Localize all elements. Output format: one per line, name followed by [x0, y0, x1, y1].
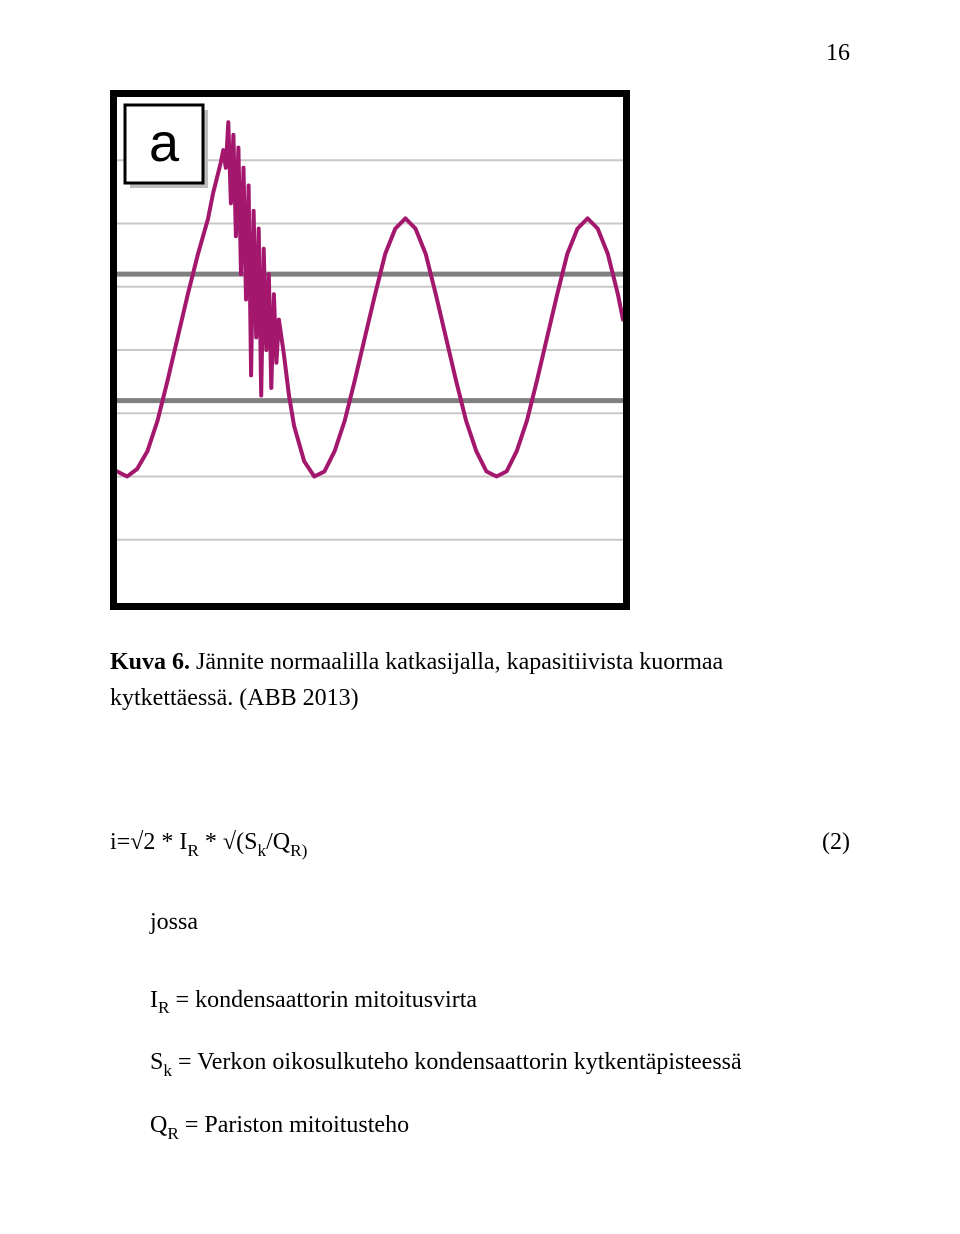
- eq-times2: *: [199, 829, 223, 855]
- def-Sk-sym: S: [150, 1049, 163, 1075]
- def-IR-sub: R: [158, 998, 170, 1017]
- eq-sqrt-open: √(: [223, 829, 244, 855]
- def-IR-text: = kondensaattorin mitoitusvirta: [176, 987, 478, 1013]
- eq-slash: /: [266, 829, 273, 855]
- def-QR: QR = Pariston mitoitusteho: [150, 1099, 850, 1152]
- svg-text:a: a: [149, 113, 180, 173]
- eq-Q-sub: R): [290, 841, 307, 860]
- def-IR-sym: I: [150, 987, 158, 1013]
- def-Sk: Sk = Verkon oikosulkuteho kondensaattori…: [150, 1036, 850, 1089]
- def-QR-sym: Q: [150, 1112, 167, 1138]
- eq-S: S: [244, 829, 257, 855]
- eq-sqrt2: √2: [130, 829, 155, 855]
- where-label: jossa: [150, 906, 850, 940]
- page-number: 16: [826, 40, 850, 67]
- equation-row: i=√2 * IR * √(Sk/QR) (2): [110, 826, 850, 862]
- caption-text: Jännite normaalilla katkasijalla, kapasi…: [110, 649, 723, 711]
- oscilloscope-svg: a: [110, 90, 630, 610]
- def-Sk-text: = Verkon oikosulkuteho kondensaattorin k…: [178, 1049, 742, 1075]
- def-QR-text: = Pariston mitoitusteho: [185, 1112, 409, 1138]
- eq-times1: *: [155, 829, 179, 855]
- page: 16 a Kuva 6. Jännite normaalilla katkasi…: [0, 0, 960, 1234]
- eq-i: i=: [110, 829, 130, 855]
- equation-block: i=√2 * IR * √(Sk/QR) (2) jossa IR = kond…: [110, 826, 850, 1152]
- figure-chart: a: [110, 90, 630, 610]
- eq-Q: Q: [273, 829, 290, 855]
- caption-label: Kuva 6.: [110, 649, 190, 675]
- eq-I-sub: R: [187, 841, 199, 860]
- eq-S-sub: k: [257, 841, 266, 860]
- figure-caption: Kuva 6. Jännite normaalilla katkasijalla…: [110, 644, 850, 716]
- equation-expression: i=√2 * IR * √(Sk/QR): [110, 826, 307, 862]
- def-IR: IR = kondensaattorin mitoitusvirta: [150, 974, 850, 1027]
- definitions: IR = kondensaattorin mitoitusvirta Sk = …: [150, 974, 850, 1152]
- equation-number: (2): [822, 826, 850, 860]
- def-QR-sub: R: [167, 1124, 179, 1143]
- def-Sk-sub: k: [163, 1061, 172, 1080]
